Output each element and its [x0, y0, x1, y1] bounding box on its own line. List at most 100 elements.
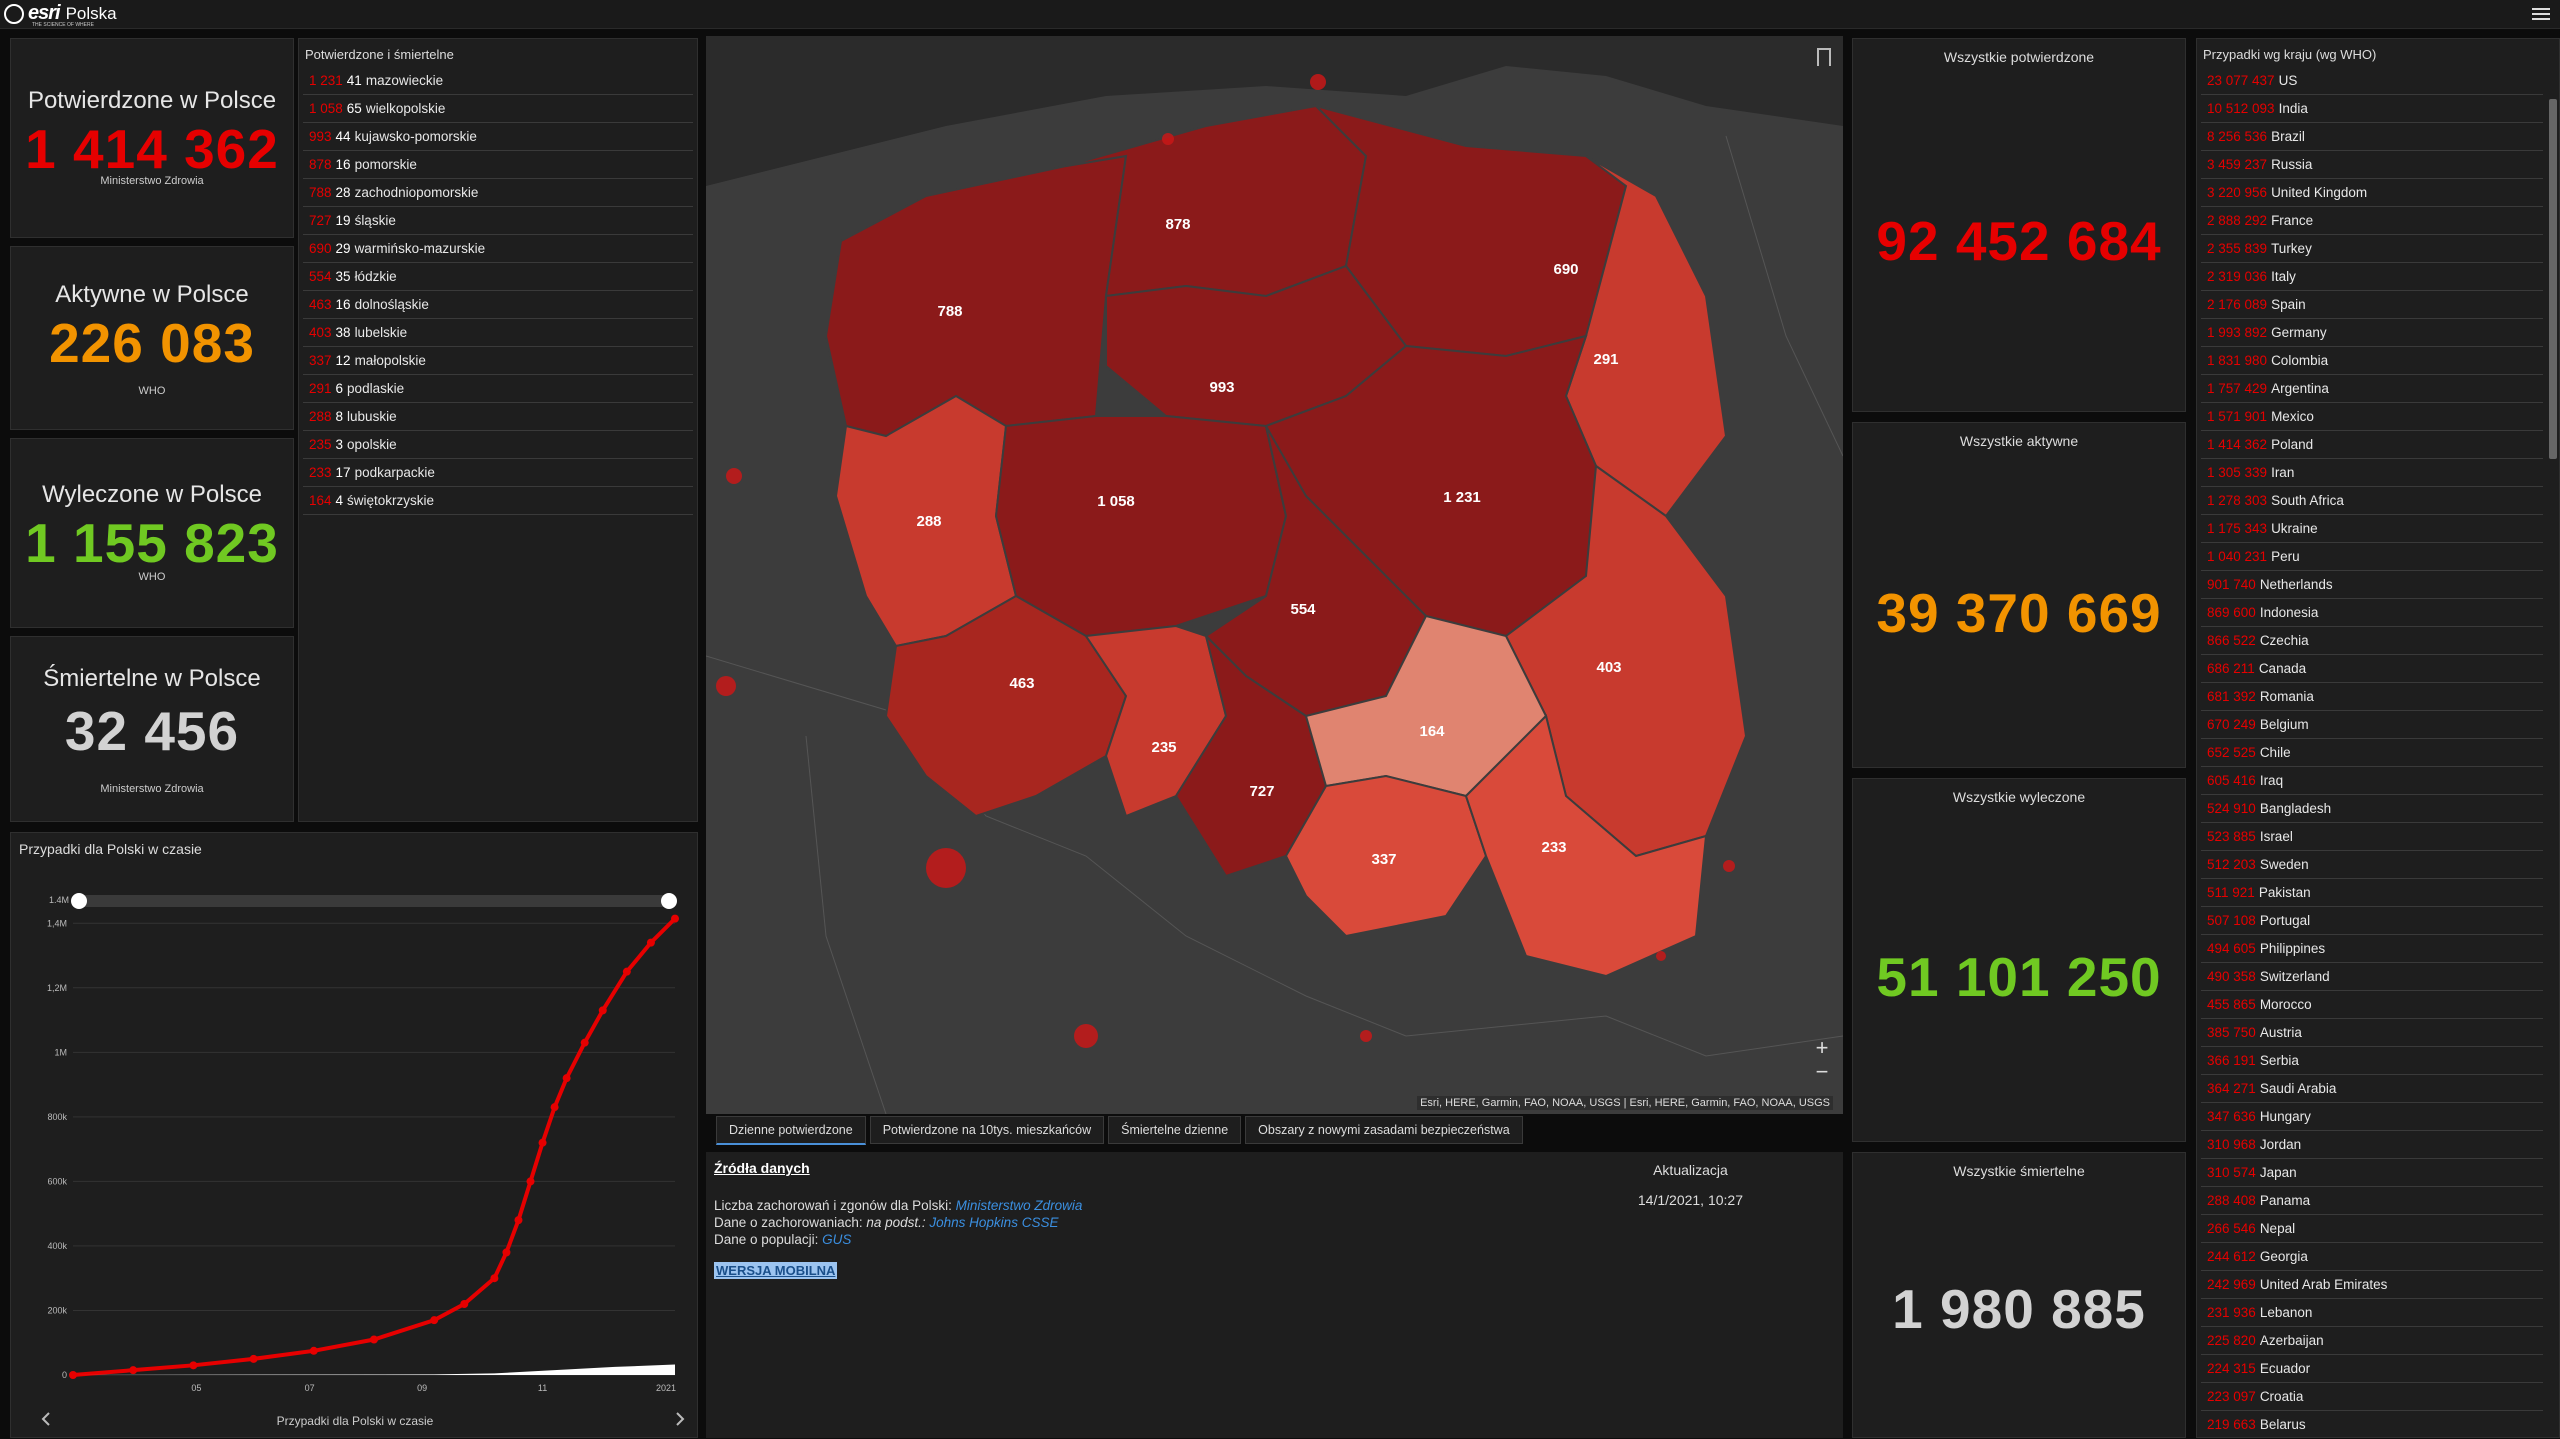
map-tab[interactable]: Potwierdzone na 10tys. mieszkańców: [869, 1116, 1105, 1144]
country-row[interactable]: 686 211 Canada: [2201, 655, 2543, 683]
map-region-label: 403: [1596, 659, 1621, 676]
country-row[interactable]: 2 355 839 Turkey: [2201, 235, 2543, 263]
country-value: 2 888 292: [2207, 213, 2268, 228]
country-row[interactable]: 523 885 Israel: [2201, 823, 2543, 851]
country-row[interactable]: 1 040 231 Peru: [2201, 543, 2543, 571]
country-value: 385 750: [2207, 1025, 2256, 1040]
region-row[interactable]: 235 3 opolskie: [303, 431, 693, 459]
country-row[interactable]: 244 612 Georgia: [2201, 1243, 2543, 1271]
region-row[interactable]: 788 28 zachodniopomorskie: [303, 179, 693, 207]
region-row[interactable]: 463 16 dolnośląskie: [303, 291, 693, 319]
country-row[interactable]: 494 605 Philippines: [2201, 935, 2543, 963]
sea-area: [706, 36, 1843, 186]
source-link-mz[interactable]: Ministerstwo Zdrowia: [955, 1198, 1083, 1213]
map-region-label: 878: [1165, 216, 1190, 233]
country-row[interactable]: 1 278 303 South Africa: [2201, 487, 2543, 515]
country-row[interactable]: 866 522 Czechia: [2201, 627, 2543, 655]
countries-scrollbar[interactable]: [2549, 99, 2557, 459]
regions-panel: Potwierdzone i śmiertelne 1 231 41 mazowie…: [298, 38, 698, 822]
region-row[interactable]: 233 17 podkarpackie: [303, 459, 693, 487]
chevron-right-icon[interactable]: [676, 1412, 685, 1426]
map-tab[interactable]: Dzienne potwierdzone: [716, 1116, 866, 1145]
country-row[interactable]: 310 574 Japan: [2201, 1159, 2543, 1187]
bookmark-icon[interactable]: [1817, 48, 1831, 66]
time-series-chart[interactable]: 1.4M 0 200k 400k 600k 800k 1M 1,2M 1,4M 05 07 09 11 2…: [11, 833, 699, 1439]
country-row[interactable]: 288 408 Panama: [2201, 1187, 2543, 1215]
mobile-version-link[interactable]: WERSJA MOBILNA: [714, 1262, 838, 1279]
country-row[interactable]: 1 993 892 Germany: [2201, 319, 2543, 347]
country-row[interactable]: 681 392 Romania: [2201, 683, 2543, 711]
map-tab[interactable]: Śmiertelne dzienne: [1108, 1116, 1242, 1144]
slider-handle-end[interactable]: [661, 893, 677, 909]
country-row[interactable]: 364 271 Saudi Arabia: [2201, 1075, 2543, 1103]
region-row[interactable]: 291 6 podlaskie: [303, 375, 693, 403]
country-row[interactable]: 3 459 237 Russia: [2201, 151, 2543, 179]
country-row[interactable]: 347 636 Hungary: [2201, 1103, 2543, 1131]
country-row[interactable]: 385 750 Austria: [2201, 1019, 2543, 1047]
region-confirmed: 788: [309, 185, 332, 200]
country-row[interactable]: 490 358 Switzerland: [2201, 963, 2543, 991]
country-row[interactable]: 3 220 956 United Kingdom: [2201, 179, 2543, 207]
country-row[interactable]: 507 108 Portugal: [2201, 907, 2543, 935]
country-row[interactable]: 1 571 901 Mexico: [2201, 403, 2543, 431]
country-row[interactable]: 223 097 Croatia: [2201, 1383, 2543, 1411]
country-row[interactable]: 219 663 Belarus: [2201, 1411, 2543, 1437]
zoom-out-button[interactable]: −: [1815, 1059, 1829, 1084]
country-row[interactable]: 2 888 292 France: [2201, 207, 2543, 235]
country-row[interactable]: 2 319 036 Italy: [2201, 263, 2543, 291]
country-value: 2 319 036: [2207, 269, 2268, 284]
region-deaths: 16: [335, 157, 351, 172]
country-row[interactable]: 605 416 Iraq: [2201, 767, 2543, 795]
country-row[interactable]: 901 740 Netherlands: [2201, 571, 2543, 599]
map-tab[interactable]: Obszary z nowymi zasadami bezpieczeństwa: [1245, 1116, 1523, 1144]
country-row[interactable]: 8 256 536 Brazil: [2201, 123, 2543, 151]
country-row[interactable]: 310 968 Jordan: [2201, 1131, 2543, 1159]
country-row[interactable]: 1 757 429 Argentina: [2201, 375, 2543, 403]
region-row[interactable]: 554 35 łódzkie: [303, 263, 693, 291]
region-row[interactable]: 337 12 małopolskie: [303, 347, 693, 375]
region-row[interactable]: 1 058 65 wielkopolskie: [303, 95, 693, 123]
time-slider-track[interactable]: [79, 895, 669, 907]
country-row[interactable]: 524 910 Bangladesh: [2201, 795, 2543, 823]
region-row[interactable]: 403 38 lubelskie: [303, 319, 693, 347]
country-row[interactable]: 652 525 Chile: [2201, 739, 2543, 767]
slider-handle-start[interactable]: [71, 893, 87, 909]
map-view[interactable]: 878 690 788 993 291 1 058 1 231 288 554 403 463 164…: [706, 36, 1843, 1114]
choropleth-map[interactable]: 878 690 788 993 291 1 058 1 231 288 554 403 463 164…: [706, 36, 1843, 1114]
country-row[interactable]: 1 831 980 Colombia: [2201, 347, 2543, 375]
menu-icon[interactable]: [2532, 5, 2550, 21]
region-confirmed: 291: [309, 381, 332, 396]
country-row[interactable]: 266 546 Nepal: [2201, 1215, 2543, 1243]
country-row[interactable]: 511 921 Pakistan: [2201, 879, 2543, 907]
chevron-left-icon[interactable]: [41, 1412, 50, 1426]
stat-source: Ministerstwo Zdrowia: [100, 175, 204, 187]
source-link-jhu[interactable]: Johns Hopkins CSSE: [929, 1215, 1059, 1230]
country-row[interactable]: 224 315 Ecuador: [2201, 1355, 2543, 1383]
country-row[interactable]: 2 176 089 Spain: [2201, 291, 2543, 319]
country-row[interactable]: 23 077 437 US: [2201, 67, 2543, 95]
country-row[interactable]: 455 865 Morocco: [2201, 991, 2543, 1019]
region-name: zachodniopomorskie: [354, 185, 479, 200]
country-row[interactable]: 1 414 362 Poland: [2201, 431, 2543, 459]
country-row[interactable]: 512 203 Sweden: [2201, 851, 2543, 879]
region-row[interactable]: 164 4 świętokrzyskie: [303, 487, 693, 515]
country-row[interactable]: 242 969 United Arab Emirates: [2201, 1271, 2543, 1299]
country-row[interactable]: 10 512 093 India: [2201, 95, 2543, 123]
country-row[interactable]: 1 175 343 Ukraine: [2201, 515, 2543, 543]
country-row[interactable]: 869 600 Indonesia: [2201, 599, 2543, 627]
region-row[interactable]: 993 44 kujawsko-pomorskie: [303, 123, 693, 151]
region-row[interactable]: 1 231 41 mazowieckie: [303, 67, 693, 95]
region-row[interactable]: 690 29 warmińsko-mazurskie: [303, 235, 693, 263]
country-name: Poland: [2271, 437, 2314, 452]
country-row[interactable]: 231 936 Lebanon: [2201, 1299, 2543, 1327]
region-row[interactable]: 727 19 śląskie: [303, 207, 693, 235]
region-row[interactable]: 288 8 lubuskie: [303, 403, 693, 431]
country-row[interactable]: 670 249 Belgium: [2201, 711, 2543, 739]
region-row[interactable]: 878 16 pomorskie: [303, 151, 693, 179]
zoom-in-button[interactable]: +: [1815, 1035, 1829, 1060]
esri-logo[interactable]: esri THE SCIENCE OF WHERE Polska: [4, 2, 117, 28]
country-row[interactable]: 225 820 Azerbaijan: [2201, 1327, 2543, 1355]
country-row[interactable]: 366 191 Serbia: [2201, 1047, 2543, 1075]
source-link-gus[interactable]: GUS: [822, 1232, 852, 1247]
country-row[interactable]: 1 305 339 Iran: [2201, 459, 2543, 487]
